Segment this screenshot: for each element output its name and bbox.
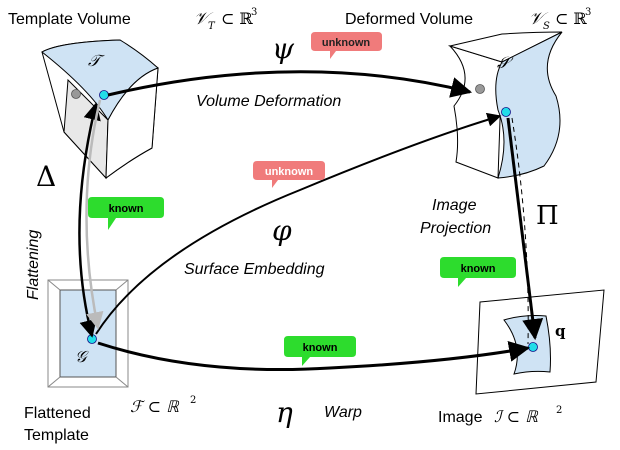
flattened-symbol: 𝒢: [75, 347, 89, 366]
deformed-volume-set: ⊂ ℝ: [555, 9, 587, 28]
psi-symbol: ψ: [272, 32, 295, 65]
phi-status-text: unknown: [265, 166, 314, 178]
eta-caption: Warp: [324, 404, 362, 421]
eta-status-badge: known: [284, 336, 356, 366]
pi-arrow: [506, 117, 544, 341]
template-volume-set: ⊂ ℝ: [221, 9, 253, 28]
delta-status-text: known: [109, 203, 144, 215]
deformed-volume-sub: S: [543, 21, 550, 32]
flattening-grey-arrow: [85, 99, 104, 330]
template-point: [99, 90, 109, 100]
eta-arrow: [97, 341, 531, 372]
flattened-template: [47, 279, 129, 388]
pi-caption-line2: Projection: [420, 220, 491, 237]
image-point: [528, 342, 538, 352]
projection-dashed-line: [511, 117, 529, 345]
eta-status-text: known: [303, 342, 338, 354]
flattened-label-line2: Template: [24, 427, 89, 444]
template-volume-sub: T: [208, 21, 216, 32]
phi-arrow: [95, 112, 502, 335]
delta-caption: Flattening: [25, 230, 42, 300]
flattened-math-sup: 2: [190, 395, 196, 406]
psi-status-badge: unknown: [311, 32, 382, 59]
flattened-label-line1: Flattened: [24, 405, 91, 422]
template-volume-label: Template Volume: [8, 11, 131, 28]
eta-symbol: η: [276, 396, 293, 429]
delta-symbol: Δ: [36, 160, 56, 193]
phi-symbol: φ: [272, 214, 292, 247]
image-label: Image: [438, 409, 483, 426]
delta-status-badge: known: [88, 197, 164, 230]
phi-caption: Surface Embedding: [184, 261, 325, 278]
image-math-sup: 2: [556, 405, 562, 416]
flattened-math: ℱ ⊂ ℝ: [130, 397, 180, 416]
deformed-grey-point: [475, 84, 485, 94]
image-plane: [475, 289, 605, 395]
template-volume-sup: 3: [251, 7, 257, 18]
image-point-label: q: [555, 322, 566, 340]
deformed-volume-label: Deformed Volume: [345, 11, 473, 28]
psi-arrow: [107, 70, 473, 98]
template-grey-point: [71, 89, 81, 99]
delta-arrow: [78, 102, 101, 338]
psi-status-text: unknown: [322, 37, 371, 49]
deformed-volume-title: Deformed Volume 𝒱 S ⊂ ℝ 3: [345, 7, 591, 32]
phi-status-badge: unknown: [253, 161, 325, 188]
pi-symbol: Π: [536, 201, 559, 231]
pi-status-text: known: [461, 263, 496, 275]
template-volume-title: Template Volume 𝒱 T ⊂ ℝ 3: [8, 7, 257, 32]
psi-caption: Volume Deformation: [196, 93, 341, 110]
deformed-point: [501, 107, 511, 117]
deformed-volume-sup: 3: [585, 7, 591, 18]
pi-status-badge: known: [440, 257, 516, 287]
image-math: ℐ ⊂ ℝ: [494, 407, 539, 426]
pi-caption-line1: Image: [432, 197, 477, 214]
